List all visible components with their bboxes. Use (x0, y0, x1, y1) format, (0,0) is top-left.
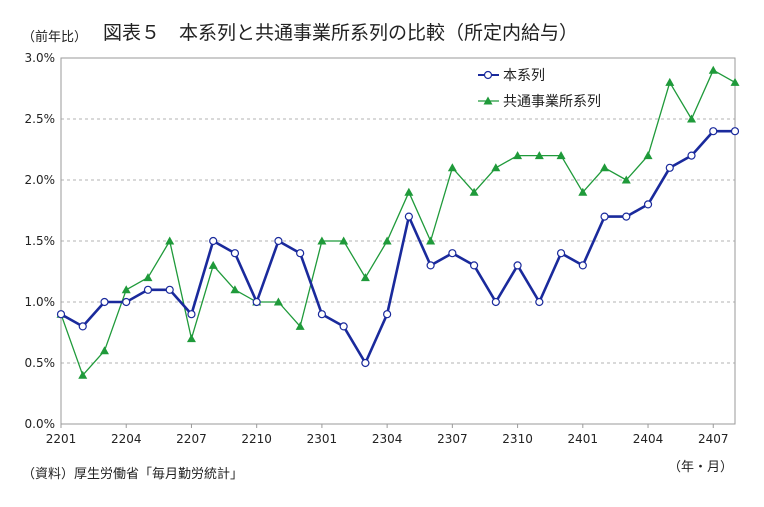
x-tick-label: 2401 (568, 432, 599, 446)
data-point-kyotsu (621, 175, 631, 184)
data-point-kyotsu (708, 65, 718, 74)
data-point-kyotsu (317, 236, 327, 245)
data-point-kyotsu (165, 236, 175, 245)
data-point-honkeiretsu (252, 297, 261, 307)
data-point-honkeiretsu (556, 249, 566, 258)
data-point-kyotsu (339, 236, 349, 245)
data-point-honkeiretsu (687, 151, 696, 160)
x-tick-label: 2404 (633, 432, 664, 446)
legend-marker-honkeiretsu (483, 70, 493, 80)
data-point-honkeiretsu (100, 297, 109, 307)
data-point-honkeiretsu (622, 212, 631, 221)
source-note: （資料）厚生労働省「毎月勤労統計」 (22, 466, 243, 482)
data-point-honkeiretsu (730, 127, 740, 136)
data-point-honkeiretsu (143, 285, 153, 294)
data-point-kyotsu (208, 260, 218, 269)
gridlines (61, 118, 735, 364)
series-line-kyotsu (60, 69, 736, 376)
data-point-kyotsu (186, 334, 196, 343)
data-point-kyotsu (491, 163, 501, 172)
data-point-honkeiretsu (600, 212, 609, 221)
data-point-kyotsu (534, 151, 544, 160)
x-tick-label: 2210 (241, 432, 272, 446)
x-tick-label: 2307 (437, 432, 468, 446)
data-point-kyotsu (447, 163, 457, 172)
x-axis-unit-label: （年・月） (668, 460, 733, 475)
data-point-kyotsu (665, 77, 675, 86)
data-point-kyotsu (99, 346, 109, 355)
x-tick-label: 2204 (111, 432, 142, 446)
y-tick-label: 1.5% (25, 234, 56, 248)
x-axis-ticks: 2201 2204 2207 2210 2301 2304 2307 2310 2401 2404… (46, 424, 729, 446)
data-point-kyotsu (78, 370, 88, 379)
y-tick-label: 3.0% (25, 51, 56, 65)
data-point-kyotsu (382, 236, 392, 245)
data-point-kyotsu (121, 285, 131, 294)
y-axis-ticks: 0.0% 0.5% 1.0% 1.5% 2.0% 2.5% 3.0% (25, 51, 56, 431)
y-tick-label: 2.0% (25, 173, 56, 187)
data-point-kyotsu (360, 273, 370, 282)
data-point-honkeiretsu (578, 261, 587, 270)
y-tick-label: 0.0% (25, 417, 56, 431)
chart-title: 図表５ 本系列と共通事業所系列の比較（所定内給与） (103, 22, 578, 44)
data-point-honkeiretsu (209, 236, 218, 246)
y-axis-unit-label: （前年比） (22, 29, 87, 45)
data-point-honkeiretsu (78, 322, 87, 331)
data-point-kyotsu (426, 236, 436, 245)
data-point-honkeiretsu (339, 322, 348, 331)
data-point-honkeiretsu (709, 127, 718, 136)
data-point-honkeiretsu (230, 249, 240, 258)
data-point-kyotsu (404, 187, 414, 196)
legend-label-kyotsu: 共通事業所系列 (503, 94, 601, 110)
data-point-honkeiretsu (383, 310, 392, 319)
data-point-kyotsu (687, 114, 697, 123)
data-point-honkeiretsu (404, 212, 413, 221)
data-point-kyotsu (643, 151, 653, 160)
x-tick-label: 2407 (698, 432, 729, 446)
y-tick-label: 1.0% (25, 295, 56, 309)
data-point-honkeiretsu (426, 261, 435, 270)
legend-label-honkeiretsu: 本系列 (503, 68, 545, 84)
x-tick-label: 2310 (502, 432, 533, 446)
data-point-honkeiretsu (361, 358, 370, 368)
data-point-kyotsu (143, 273, 153, 282)
x-tick-label: 2301 (307, 432, 338, 446)
x-tick-label: 2207 (176, 432, 207, 446)
data-point-kyotsu (469, 187, 479, 196)
data-point-kyotsu (513, 151, 523, 160)
data-point-honkeiretsu (56, 310, 66, 319)
data-point-honkeiretsu (643, 200, 653, 209)
data-point-honkeiretsu (491, 297, 500, 307)
data-point-honkeiretsu (665, 163, 674, 172)
data-point-honkeiretsu (187, 310, 196, 319)
data-point-kyotsu (556, 151, 566, 160)
data-point-kyotsu (730, 77, 740, 86)
data-point-kyotsu (295, 321, 305, 330)
legend-marker-kyotsu (483, 96, 493, 105)
data-point-honkeiretsu (296, 249, 305, 258)
data-point-honkeiretsu (317, 310, 327, 319)
data-point-kyotsu (578, 187, 588, 196)
data-point-honkeiretsu (165, 285, 174, 294)
data-point-kyotsu (600, 163, 610, 172)
data-point-honkeiretsu (274, 236, 283, 246)
y-tick-label: 0.5% (25, 356, 56, 370)
y-tick-label: 2.5% (25, 112, 56, 126)
x-tick-label: 2304 (372, 432, 403, 446)
data-point-honkeiretsu (469, 261, 479, 270)
data-point-kyotsu (273, 297, 283, 306)
legend: 本系列 共通事業所系列 (478, 68, 601, 110)
data-point-honkeiretsu (448, 249, 457, 258)
data-point-honkeiretsu (535, 297, 544, 307)
x-tick-label: 2201 (46, 432, 77, 446)
series-group (56, 65, 740, 379)
data-point-honkeiretsu (122, 297, 131, 307)
data-point-honkeiretsu (513, 261, 522, 270)
data-point-kyotsu (230, 285, 240, 294)
